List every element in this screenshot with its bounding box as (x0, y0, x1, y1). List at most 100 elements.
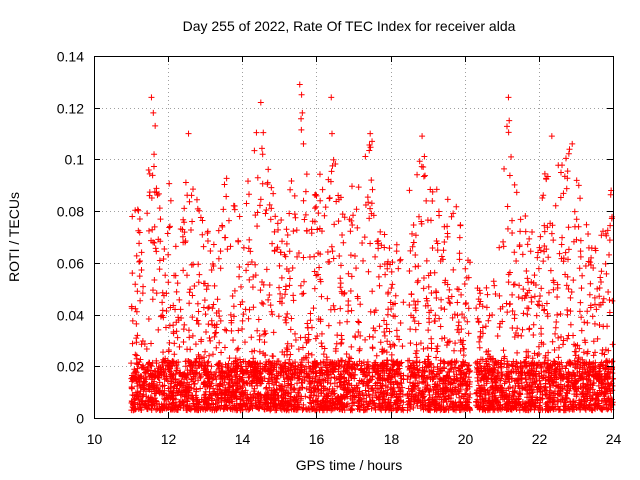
data-point (555, 334, 562, 341)
data-point (397, 387, 404, 394)
data-point (525, 279, 532, 286)
data-point (420, 376, 427, 383)
data-point (522, 292, 529, 299)
data-point (505, 368, 512, 375)
data-point (221, 373, 228, 380)
data-point (131, 405, 138, 412)
data-point (544, 224, 551, 231)
data-point (404, 407, 411, 414)
data-point (539, 388, 546, 395)
data-point (427, 369, 434, 376)
data-point (140, 386, 147, 393)
data-point (456, 256, 463, 263)
data-point (296, 366, 303, 373)
data-point (148, 94, 155, 101)
data-point (192, 341, 199, 348)
data-point (570, 404, 577, 411)
data-point (292, 214, 299, 221)
data-point (511, 311, 518, 318)
data-point (450, 210, 457, 217)
data-point (303, 374, 310, 381)
data-point (381, 231, 388, 238)
data-point (494, 385, 501, 392)
data-point (163, 308, 170, 315)
data-point (278, 300, 285, 307)
data-point (337, 262, 344, 269)
data-point (288, 362, 295, 369)
data-point (195, 308, 202, 315)
data-point (324, 364, 331, 371)
data-point (519, 375, 526, 382)
data-point (197, 385, 204, 392)
data-point (407, 326, 414, 333)
data-point (321, 393, 328, 400)
data-point (539, 375, 546, 382)
data-point (523, 401, 530, 408)
data-point (179, 226, 186, 233)
data-point (458, 393, 465, 400)
data-point (531, 350, 538, 357)
data-point (307, 310, 314, 317)
data-point (318, 403, 325, 410)
data-point (393, 367, 400, 374)
data-point (316, 376, 323, 383)
data-point (285, 268, 292, 275)
data-point (575, 354, 582, 361)
data-point (456, 250, 463, 257)
data-point (443, 342, 450, 349)
data-point (459, 363, 466, 370)
data-point (376, 393, 383, 400)
data-point (328, 130, 335, 137)
data-point (454, 299, 461, 306)
data-point (261, 339, 268, 346)
data-point (513, 360, 520, 367)
data-point (590, 338, 597, 345)
data-point (427, 386, 434, 393)
data-point (385, 289, 392, 296)
data-point (243, 400, 250, 407)
data-point (408, 291, 415, 298)
data-point (210, 241, 217, 248)
data-point (159, 307, 166, 314)
data-point (157, 238, 164, 245)
data-point (422, 302, 429, 309)
data-point (166, 390, 173, 397)
data-point (145, 167, 152, 174)
data-point (509, 230, 516, 237)
data-point (506, 117, 513, 124)
data-point (136, 375, 143, 382)
data-point (482, 323, 489, 330)
data-point (324, 249, 331, 256)
data-point (573, 216, 580, 223)
data-point (191, 283, 198, 290)
data-point (505, 129, 512, 136)
data-point (484, 387, 491, 394)
data-point (202, 348, 209, 355)
data-point (581, 319, 588, 326)
data-point (285, 380, 292, 387)
data-point (325, 259, 332, 266)
data-point (206, 352, 213, 359)
data-point (233, 371, 240, 378)
data-point (286, 275, 293, 282)
data-point (156, 390, 163, 397)
data-point (548, 230, 555, 237)
data-point (371, 359, 378, 366)
data-point (355, 319, 362, 326)
data-point (248, 380, 255, 387)
data-point (552, 388, 559, 395)
data-point (260, 281, 267, 288)
data-point (348, 343, 355, 350)
data-point (513, 189, 520, 196)
data-point (476, 338, 483, 345)
data-point (344, 369, 351, 376)
data-point (340, 385, 347, 392)
x-tick-label: 16 (309, 431, 325, 447)
data-point (594, 285, 601, 292)
data-point (187, 226, 194, 233)
data-point (223, 327, 230, 334)
data-point (479, 324, 486, 331)
data-point (440, 358, 447, 365)
data-point (155, 326, 162, 333)
